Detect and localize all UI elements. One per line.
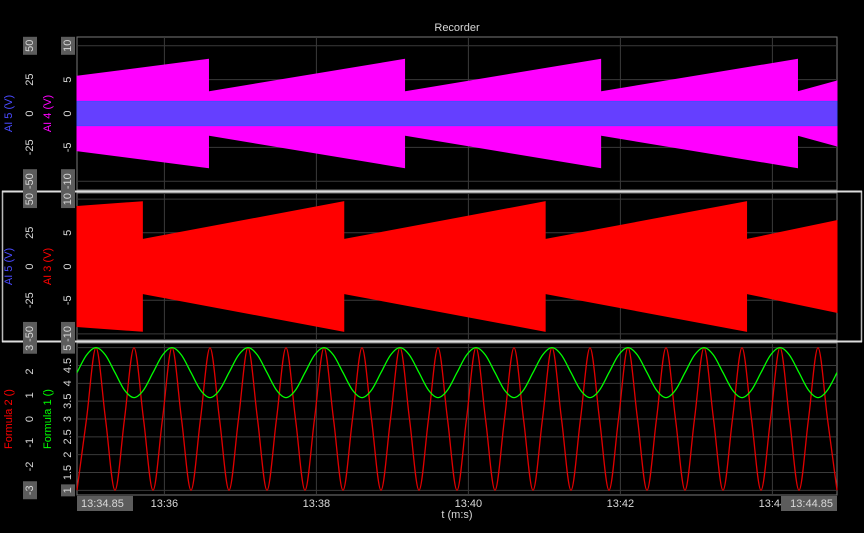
y-axis-title: AI 3 (V) bbox=[42, 248, 54, 285]
chart-title: Recorder bbox=[434, 22, 480, 34]
y-tick-label: 1.5 bbox=[62, 465, 74, 480]
y-tick-label: 25 bbox=[24, 74, 36, 86]
y-tick-label: -10 bbox=[62, 326, 74, 342]
y-tick-label: -5 bbox=[62, 142, 74, 152]
x-axis-title: t (m:s) bbox=[441, 509, 472, 521]
y-tick-label: 10 bbox=[62, 193, 74, 205]
y-tick-label: 3 bbox=[24, 345, 36, 351]
y-tick-label: 0 bbox=[62, 263, 74, 269]
y-tick-label: 5 bbox=[62, 345, 74, 351]
y-tick-label: 4 bbox=[62, 380, 74, 386]
y-tick-label: -25 bbox=[24, 139, 36, 155]
x-tick-label: 13:36 bbox=[151, 498, 179, 510]
y-tick-label: -50 bbox=[24, 173, 36, 189]
y-tick-label: 50 bbox=[24, 40, 36, 52]
y-tick-label: 3 bbox=[62, 416, 74, 422]
x-tick-label: 13:40 bbox=[455, 498, 483, 510]
y-tick-box bbox=[23, 341, 37, 354]
y-tick-label: 2.5 bbox=[62, 429, 74, 444]
y-tick-label: 1 bbox=[24, 392, 36, 398]
y-tick-box bbox=[23, 36, 37, 55]
y-tick-box bbox=[61, 484, 75, 497]
y-tick-box bbox=[61, 321, 75, 346]
y-tick-box bbox=[61, 341, 75, 354]
y-tick-label: -50 bbox=[24, 326, 36, 342]
signal-band bbox=[76, 201, 838, 332]
y-axis-title: Formula 1 () bbox=[42, 389, 54, 449]
y-tick-label: 10 bbox=[62, 40, 74, 52]
y-tick-label: 3.5 bbox=[62, 394, 74, 409]
y-tick-label: -3 bbox=[24, 485, 36, 495]
y-tick-label: -2 bbox=[24, 462, 36, 472]
y-axis-title: AI 5 (V) bbox=[3, 248, 15, 285]
x-tick-box bbox=[77, 496, 133, 511]
x-tick-box bbox=[781, 496, 837, 511]
y-tick-label: 0 bbox=[24, 416, 36, 422]
x-tick-label: 13:38 bbox=[303, 498, 331, 510]
y-tick-label: 4.5 bbox=[62, 358, 74, 373]
x-tick-label: 13:42 bbox=[607, 498, 635, 510]
x-tick-label: 13:44.85 bbox=[790, 498, 833, 510]
y-tick-label: 50 bbox=[24, 193, 36, 205]
y-tick-box bbox=[23, 321, 37, 346]
y-tick-label: 2 bbox=[24, 368, 36, 374]
signal-band bbox=[76, 100, 838, 127]
y-tick-label: 1 bbox=[62, 487, 74, 493]
y-tick-label: 0 bbox=[24, 110, 36, 116]
y-tick-box bbox=[23, 169, 37, 194]
y-tick-box bbox=[61, 169, 75, 194]
y-axis-title: AI 4 (V) bbox=[42, 95, 54, 132]
y-tick-label: 0 bbox=[24, 263, 36, 269]
y-tick-label: 5 bbox=[62, 230, 74, 236]
y-axis-title: AI 5 (V) bbox=[3, 95, 15, 132]
y-axis-title: Formula 2 () bbox=[3, 389, 15, 449]
x-tick-label: 13:34.85 bbox=[81, 498, 124, 510]
y-tick-label: -25 bbox=[24, 292, 36, 308]
y-tick-box bbox=[61, 36, 75, 55]
y-tick-label: -1 bbox=[24, 438, 36, 448]
x-tick-label: 13:44 bbox=[759, 498, 787, 510]
y-tick-label: 0 bbox=[62, 110, 74, 116]
y-tick-label: 5 bbox=[62, 77, 74, 83]
signal-line bbox=[76, 346, 838, 399]
y-tick-box bbox=[61, 190, 75, 209]
y-tick-label: 25 bbox=[24, 227, 36, 239]
y-tick-box bbox=[23, 190, 37, 209]
y-tick-label: -10 bbox=[62, 173, 74, 189]
y-tick-label: 2 bbox=[62, 452, 74, 458]
y-tick-label: -5 bbox=[62, 295, 74, 305]
y-tick-box bbox=[23, 481, 37, 500]
